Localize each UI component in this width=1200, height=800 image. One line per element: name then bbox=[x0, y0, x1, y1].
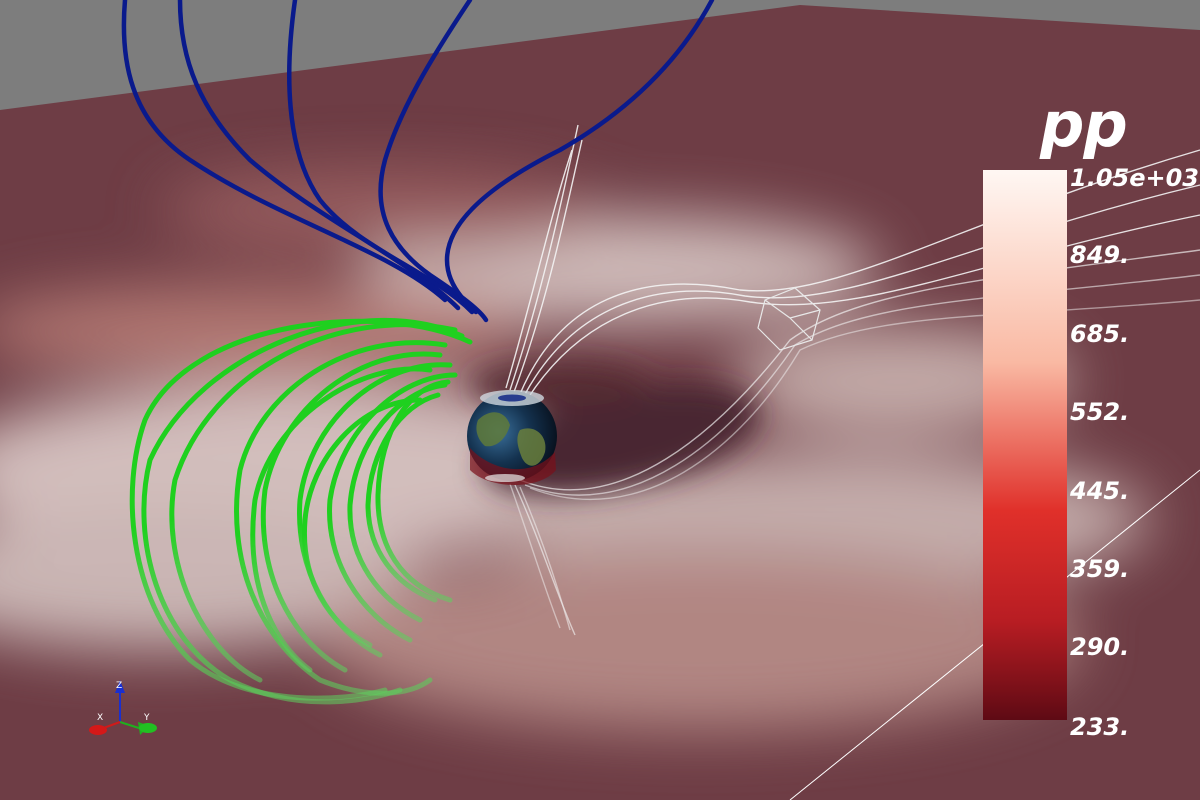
open-field-lines bbox=[121, 0, 715, 323]
colorbar bbox=[983, 170, 1067, 720]
axis-label-y: Y bbox=[143, 713, 150, 723]
colorbar-tick-label: 685. bbox=[1070, 319, 1130, 348]
orientation-axes: Z X Y bbox=[89, 680, 157, 735]
colorbar-tick-label: 445. bbox=[1070, 477, 1130, 506]
colorbar-tick-label: 290. bbox=[1070, 633, 1130, 662]
colorbar-tick-label: 1.05e+03 bbox=[1070, 164, 1199, 192]
colorbar-title: pp bbox=[1040, 88, 1128, 161]
colorbar-tick-label: 359. bbox=[1070, 555, 1130, 584]
axis-label-x: X bbox=[97, 713, 103, 723]
probe-box bbox=[757, 287, 821, 351]
earth-sphere[interactable] bbox=[467, 390, 557, 485]
axis-label-z: Z bbox=[116, 681, 122, 691]
closed-field-lines bbox=[129, 317, 473, 705]
colorbar-gradient bbox=[983, 170, 1067, 720]
colorbar-tick-label: 233. bbox=[1070, 713, 1130, 741]
colorbar-tick-label: 552. bbox=[1070, 398, 1130, 427]
colorbar-tick-label: 849. bbox=[1070, 241, 1130, 270]
